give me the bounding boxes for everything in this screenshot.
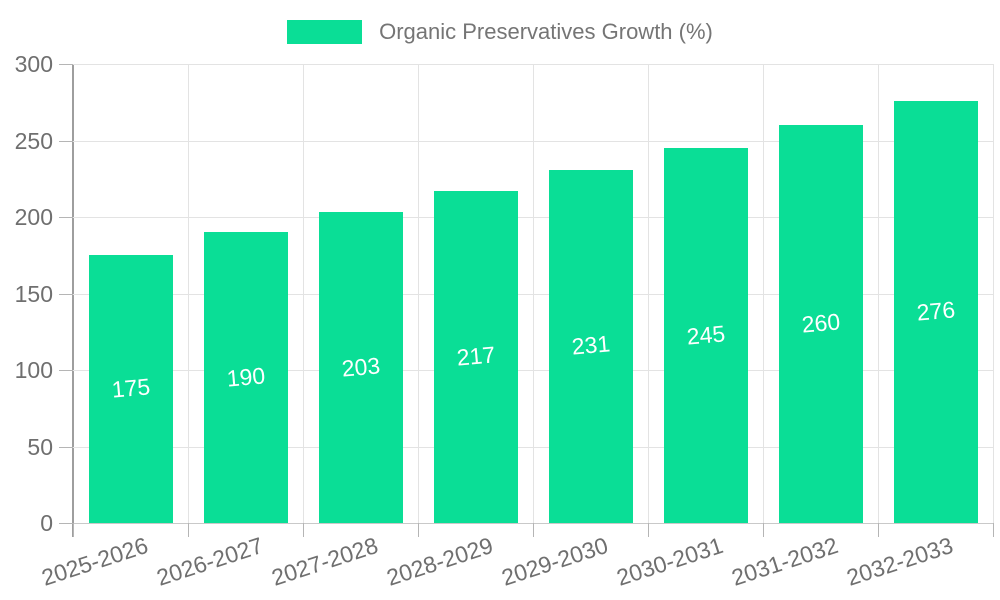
x-tick-label: 2028-2029 bbox=[382, 532, 496, 591]
y-axis-tick bbox=[59, 140, 73, 142]
bar bbox=[893, 100, 978, 523]
bar bbox=[318, 212, 403, 523]
bar bbox=[663, 148, 748, 523]
x-axis-tick bbox=[188, 523, 189, 537]
x-axis-tick bbox=[648, 523, 649, 537]
bar bbox=[433, 191, 518, 523]
y-tick-label: 150 bbox=[14, 280, 53, 307]
x-gridline bbox=[303, 64, 304, 523]
y-axis-line bbox=[72, 64, 74, 537]
y-tick-label: 100 bbox=[14, 357, 53, 383]
legend-swatch bbox=[287, 20, 363, 44]
x-tick-label: 2027-2028 bbox=[267, 532, 381, 591]
y-tick-label: 250 bbox=[14, 127, 53, 154]
x-gridline bbox=[763, 64, 764, 523]
x-axis-tick bbox=[418, 523, 419, 537]
x-axis-tick bbox=[763, 523, 764, 537]
y-axis-tick bbox=[59, 64, 73, 65]
x-tick-label: 2026-2027 bbox=[152, 532, 266, 591]
x-tick-label: 2029-2030 bbox=[497, 532, 611, 591]
plot-area: 175 190 203 217 231 245 260 276 bbox=[59, 64, 994, 537]
x-gridline bbox=[878, 64, 879, 523]
x-gridline bbox=[993, 64, 994, 523]
y-tick-label: 0 bbox=[40, 510, 53, 536]
y-axis-tick bbox=[59, 217, 73, 218]
bar bbox=[778, 125, 863, 523]
x-axis-tick bbox=[533, 523, 534, 537]
x-axis-tick bbox=[73, 523, 74, 537]
x-axis-tick bbox=[303, 523, 304, 537]
x-axis-tick bbox=[993, 523, 994, 537]
x-gridline bbox=[188, 64, 189, 523]
x-gridline bbox=[648, 64, 649, 523]
bar bbox=[548, 169, 633, 523]
y-axis-tick bbox=[59, 293, 73, 295]
x-tick-label: 2031-2032 bbox=[727, 532, 841, 591]
y-tick-label: 50 bbox=[27, 433, 53, 460]
x-tick-label: 2030-2031 bbox=[612, 532, 726, 591]
chart-legend: Organic Preservatives Growth (%) bbox=[0, 19, 1000, 45]
bar bbox=[88, 255, 173, 523]
x-gridline bbox=[418, 64, 419, 523]
y-tick-label: 200 bbox=[14, 204, 53, 230]
y-axis-tick bbox=[59, 370, 73, 371]
x-gridline bbox=[533, 64, 534, 523]
x-tick-label: 2032-2033 bbox=[842, 532, 956, 591]
y-tick-label: 300 bbox=[14, 51, 53, 77]
x-tick-label: 2025-2026 bbox=[37, 532, 151, 591]
bar bbox=[203, 232, 288, 523]
y-axis-tick bbox=[59, 523, 73, 524]
y-axis-tick bbox=[59, 446, 73, 448]
x-axis-tick bbox=[878, 523, 879, 537]
legend-label: Organic Preservatives Growth (%) bbox=[379, 19, 713, 44]
